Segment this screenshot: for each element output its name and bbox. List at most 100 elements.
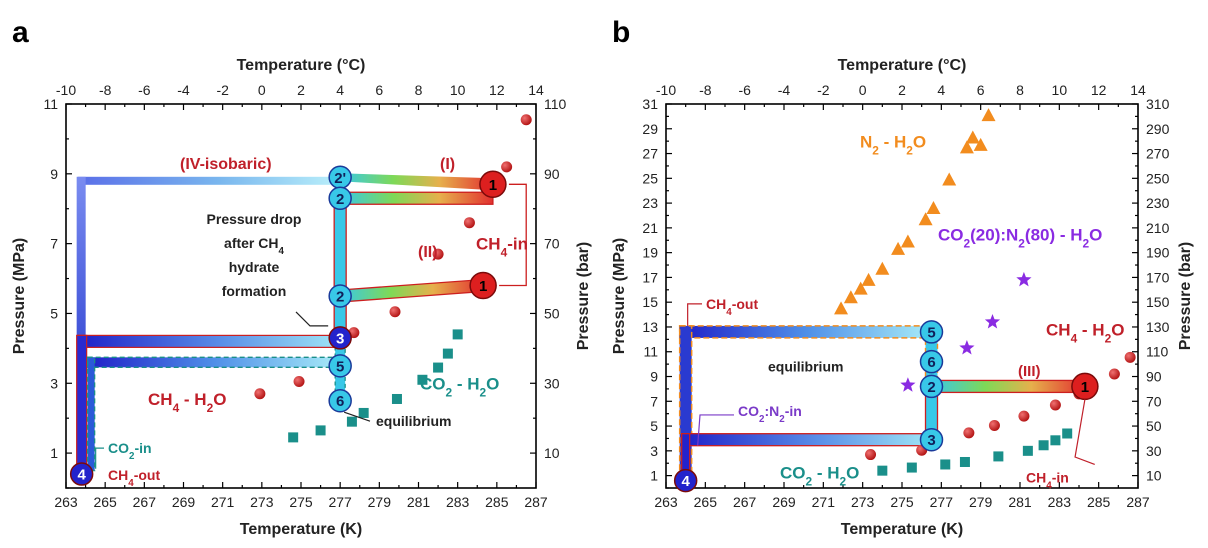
label-step-ii: (II) (418, 244, 438, 261)
y-tick-label-right: 70 (1146, 393, 1162, 409)
x-tick-label: 271 (812, 494, 836, 510)
y-tick-label: 5 (650, 418, 658, 434)
y-tick-label-right: 130 (1146, 319, 1170, 335)
data-point-co2 (433, 362, 444, 373)
data-point-mix (900, 377, 916, 392)
process-node-label: 2 (336, 289, 344, 306)
iv-isobaric-band (77, 176, 337, 185)
process-node-label: 1 (489, 177, 497, 194)
x-tick-label: 269 (172, 494, 196, 510)
label-ch4-out: CH4-out (706, 296, 758, 318)
data-point-co2 (315, 425, 326, 436)
x-tick-label-top: -8 (699, 82, 712, 98)
data-point-mix (1016, 271, 1032, 287)
data-point-n2 (843, 290, 858, 304)
x-tick-label: 267 (733, 494, 757, 510)
data-point-ch4 (389, 306, 401, 318)
y-tick-label: 11 (43, 96, 58, 112)
ch4-out-leader (687, 303, 702, 326)
data-point-co2 (959, 456, 970, 467)
y-axis-title: Pressure (MPa) (611, 238, 628, 355)
process-node (673, 468, 698, 493)
path-1-2prime (340, 173, 493, 191)
data-point-n2 (959, 140, 974, 154)
x-tick-label-top: 10 (1052, 82, 1068, 98)
process-node (328, 326, 352, 350)
ch4-in-bracket (499, 183, 527, 287)
x-tick-label: 273 (851, 494, 875, 510)
data-point-n2 (965, 130, 980, 144)
process-node-label: 6 (927, 354, 935, 371)
panel-b: 263-10265-8267-6269-4271-227302752277427… (611, 16, 1194, 538)
data-point-co2 (452, 329, 463, 340)
y-tick-label-right: 90 (544, 166, 560, 182)
x-tick-label: 277 (328, 494, 352, 510)
x-tick-label: 275 (890, 494, 914, 510)
iv-isobaric-vertical-band (76, 176, 86, 342)
data-point-co2 (288, 432, 299, 443)
data-point-co2 (346, 416, 357, 427)
x-axis-title: Temperature (K) (841, 521, 963, 538)
data-point-ch4 (254, 388, 266, 400)
label-ch4-out: CH4-out (108, 467, 160, 489)
x-tick-label: 283 (446, 494, 470, 510)
y-tick-label: 21 (642, 220, 658, 236)
y-axis-title: Pressure (MPa) (11, 238, 28, 355)
data-point-co2 (358, 407, 369, 418)
x-axis-title-top: Temperature (°C) (237, 57, 366, 74)
path-5-4-horizontal (678, 325, 933, 339)
x-tick-label: 263 (54, 494, 78, 510)
data-point-co2 (417, 374, 428, 385)
x-tick-label-top: 0 (258, 82, 266, 98)
data-point-n2 (926, 201, 941, 215)
process-node (919, 349, 944, 374)
process-node (328, 354, 352, 378)
y-tick-label: 25 (642, 170, 658, 186)
x-tick-label: 265 (93, 494, 117, 510)
x-tick-label: 285 (1087, 494, 1111, 510)
y-tick-label-right: 310 (1146, 96, 1170, 112)
ch4-in-leader (1074, 399, 1095, 466)
path-1-2-lower (339, 278, 484, 303)
path-3-4-horizontal (681, 433, 933, 447)
data-point-n2 (891, 241, 906, 255)
y-tick-label-right: 170 (1146, 269, 1170, 285)
x-tick-label: 283 (1048, 494, 1072, 510)
process-node-label: 3 (927, 432, 935, 449)
y-tick-label-right: 110 (544, 96, 567, 112)
y-tick-label: 3 (50, 375, 58, 391)
x-tick-label-top: 2 (898, 82, 906, 98)
label-co2-h2o: CO2 - H2O (780, 464, 859, 489)
label-equilibrium: equilibrium (768, 359, 843, 375)
x-tick-label-top: 12 (489, 82, 505, 98)
y-tick-label: 29 (642, 121, 658, 137)
label-iv-isobaric: (IV-isobaric) (180, 156, 272, 173)
label-pressure-drop-1: Pressure drop (207, 211, 302, 227)
y-tick-label-right: 30 (1146, 443, 1162, 459)
process-node-label: 6 (336, 393, 344, 410)
data-point-ch4 (293, 376, 305, 388)
data-point-co2 (940, 459, 951, 470)
x-tick-label-top: -4 (778, 82, 791, 98)
process-node-label: 2' (334, 170, 346, 187)
x-tick-label-top: 0 (859, 82, 867, 98)
path-3-4-vertical (76, 334, 88, 475)
label-pressure-drop-2: after CH4 (224, 235, 284, 257)
data-point-co2 (1050, 435, 1061, 446)
label-pressure-drop-4: formation (222, 283, 287, 299)
y-tick-label: 31 (642, 96, 658, 112)
process-node-label: 5 (927, 324, 935, 341)
path-1-2-upper (339, 191, 494, 205)
process-node-label: 2 (336, 191, 344, 208)
y-tick-label-right: 230 (1146, 195, 1170, 211)
x-tick-label: 269 (772, 494, 796, 510)
x-axis-title-top: Temperature (°C) (838, 57, 967, 74)
label-ch4-h2o: CH4 - H2O (148, 390, 226, 415)
y-tick-label-right: 90 (1146, 369, 1162, 385)
label-ch4-in: CH4-in (1026, 470, 1069, 492)
x-tick-label-top: -10 (656, 82, 676, 98)
x-tick-label: 287 (524, 494, 548, 510)
label-co2-n2-h2o: CO2(20):N2(80) - H2O (938, 225, 1102, 250)
x-tick-label-top: -10 (56, 82, 76, 98)
y-tick-label-right: 50 (544, 305, 560, 321)
